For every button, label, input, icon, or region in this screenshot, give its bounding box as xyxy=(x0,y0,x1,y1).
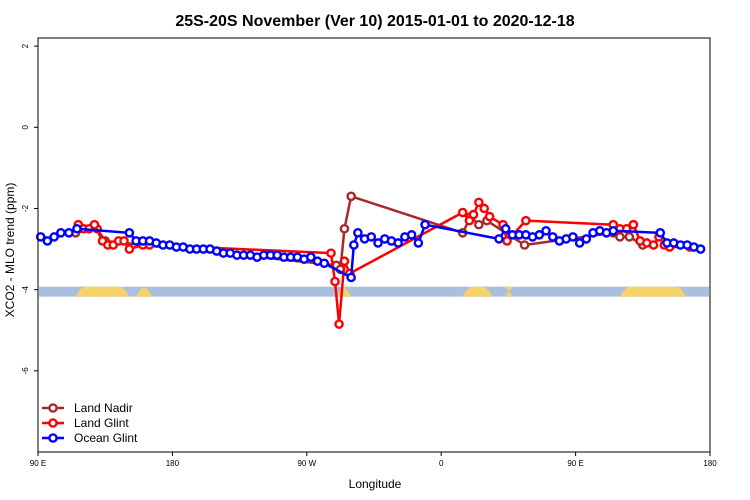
data-point xyxy=(339,223,350,234)
data-point xyxy=(468,209,479,220)
data-point xyxy=(339,256,350,267)
data-point xyxy=(319,258,330,269)
data-point xyxy=(373,238,383,248)
data-point xyxy=(608,225,619,236)
y-tick-label: -6 xyxy=(21,367,30,375)
data-point xyxy=(326,248,336,258)
data-point xyxy=(72,223,82,234)
data-point xyxy=(628,219,639,230)
series-ocean-glint xyxy=(35,219,706,283)
data-point xyxy=(306,252,316,262)
data-point xyxy=(624,232,635,242)
legend-marker xyxy=(48,433,58,443)
data-point xyxy=(502,236,512,246)
data-point xyxy=(420,219,430,230)
data-point xyxy=(615,232,625,242)
legend-marker xyxy=(48,418,58,428)
legend-item: Ocean Glint xyxy=(42,431,138,445)
data-point xyxy=(521,215,531,226)
data-point xyxy=(49,232,59,242)
data-point xyxy=(494,234,504,244)
legend-marker xyxy=(48,403,58,413)
data-point xyxy=(519,240,530,250)
data-point xyxy=(534,230,545,240)
data-point xyxy=(353,228,363,238)
data-point xyxy=(574,238,585,248)
x-axis-label: Longitude xyxy=(349,477,402,491)
data-point xyxy=(119,236,129,246)
data-point xyxy=(541,225,551,236)
data-point xyxy=(479,203,490,214)
data-point xyxy=(349,240,359,250)
data-point xyxy=(124,244,135,254)
chart-title: 25S-20S November (Ver 10) 2015-01-01 to … xyxy=(175,13,574,30)
legend-item: Land Glint xyxy=(42,416,129,430)
data-point xyxy=(42,236,53,246)
land-segment xyxy=(136,286,153,297)
data-point xyxy=(474,197,484,208)
series-land-glint xyxy=(73,197,695,329)
data-point xyxy=(35,232,46,242)
legend-label: Land Nadir xyxy=(74,401,133,415)
legend-label: Land Glint xyxy=(74,416,129,430)
data-point xyxy=(393,238,403,248)
data-point xyxy=(346,191,356,202)
data-point xyxy=(457,207,468,218)
y-tick-label: -2 xyxy=(21,204,30,212)
data-point xyxy=(568,232,578,242)
x-tick-label: 90 W xyxy=(297,459,316,468)
data-point xyxy=(330,276,340,287)
y-tick-label: 0 xyxy=(21,125,30,130)
data-point xyxy=(474,219,484,230)
land-segment xyxy=(619,286,686,297)
data-point xyxy=(413,238,424,248)
data-point xyxy=(366,232,377,242)
data-point xyxy=(124,228,135,238)
land-ocean-band xyxy=(39,286,709,297)
land-segment xyxy=(75,286,130,297)
data-point xyxy=(89,219,100,230)
series-layer xyxy=(35,191,706,329)
y-tick-label: 2 xyxy=(21,43,30,48)
data-point xyxy=(500,223,511,234)
data-point xyxy=(56,228,66,238)
data-point xyxy=(64,228,74,238)
x-tick-label: 90 E xyxy=(567,459,583,468)
data-point xyxy=(648,240,659,250)
x-tick-label: 0 xyxy=(439,459,444,468)
data-point xyxy=(346,272,356,283)
land-segment xyxy=(502,286,516,297)
data-point xyxy=(695,244,706,254)
data-point xyxy=(655,228,666,238)
data-point xyxy=(547,232,558,242)
data-point xyxy=(406,230,417,240)
y-tick-label: -4 xyxy=(21,286,30,294)
land-segment xyxy=(462,286,493,297)
data-point xyxy=(484,211,495,222)
plot-frame xyxy=(37,37,711,453)
legend-label: Ocean Glint xyxy=(74,431,138,445)
x-tick-label: 90 E xyxy=(30,459,46,468)
legend-item: Land Nadir xyxy=(42,401,133,415)
data-point xyxy=(581,234,592,244)
series-line xyxy=(77,201,690,326)
x-tick-label: 180 xyxy=(703,459,717,468)
x-tick-label: 180 xyxy=(166,459,180,468)
axis-layer: 90 E 180 90 W 0 90 E 180 2 0 -2 -4 -6 xyxy=(21,43,717,468)
data-point xyxy=(334,319,344,329)
y-axis-label: XCO2 - MLO trend (ppm) xyxy=(3,183,17,318)
ocean-band xyxy=(39,286,709,297)
